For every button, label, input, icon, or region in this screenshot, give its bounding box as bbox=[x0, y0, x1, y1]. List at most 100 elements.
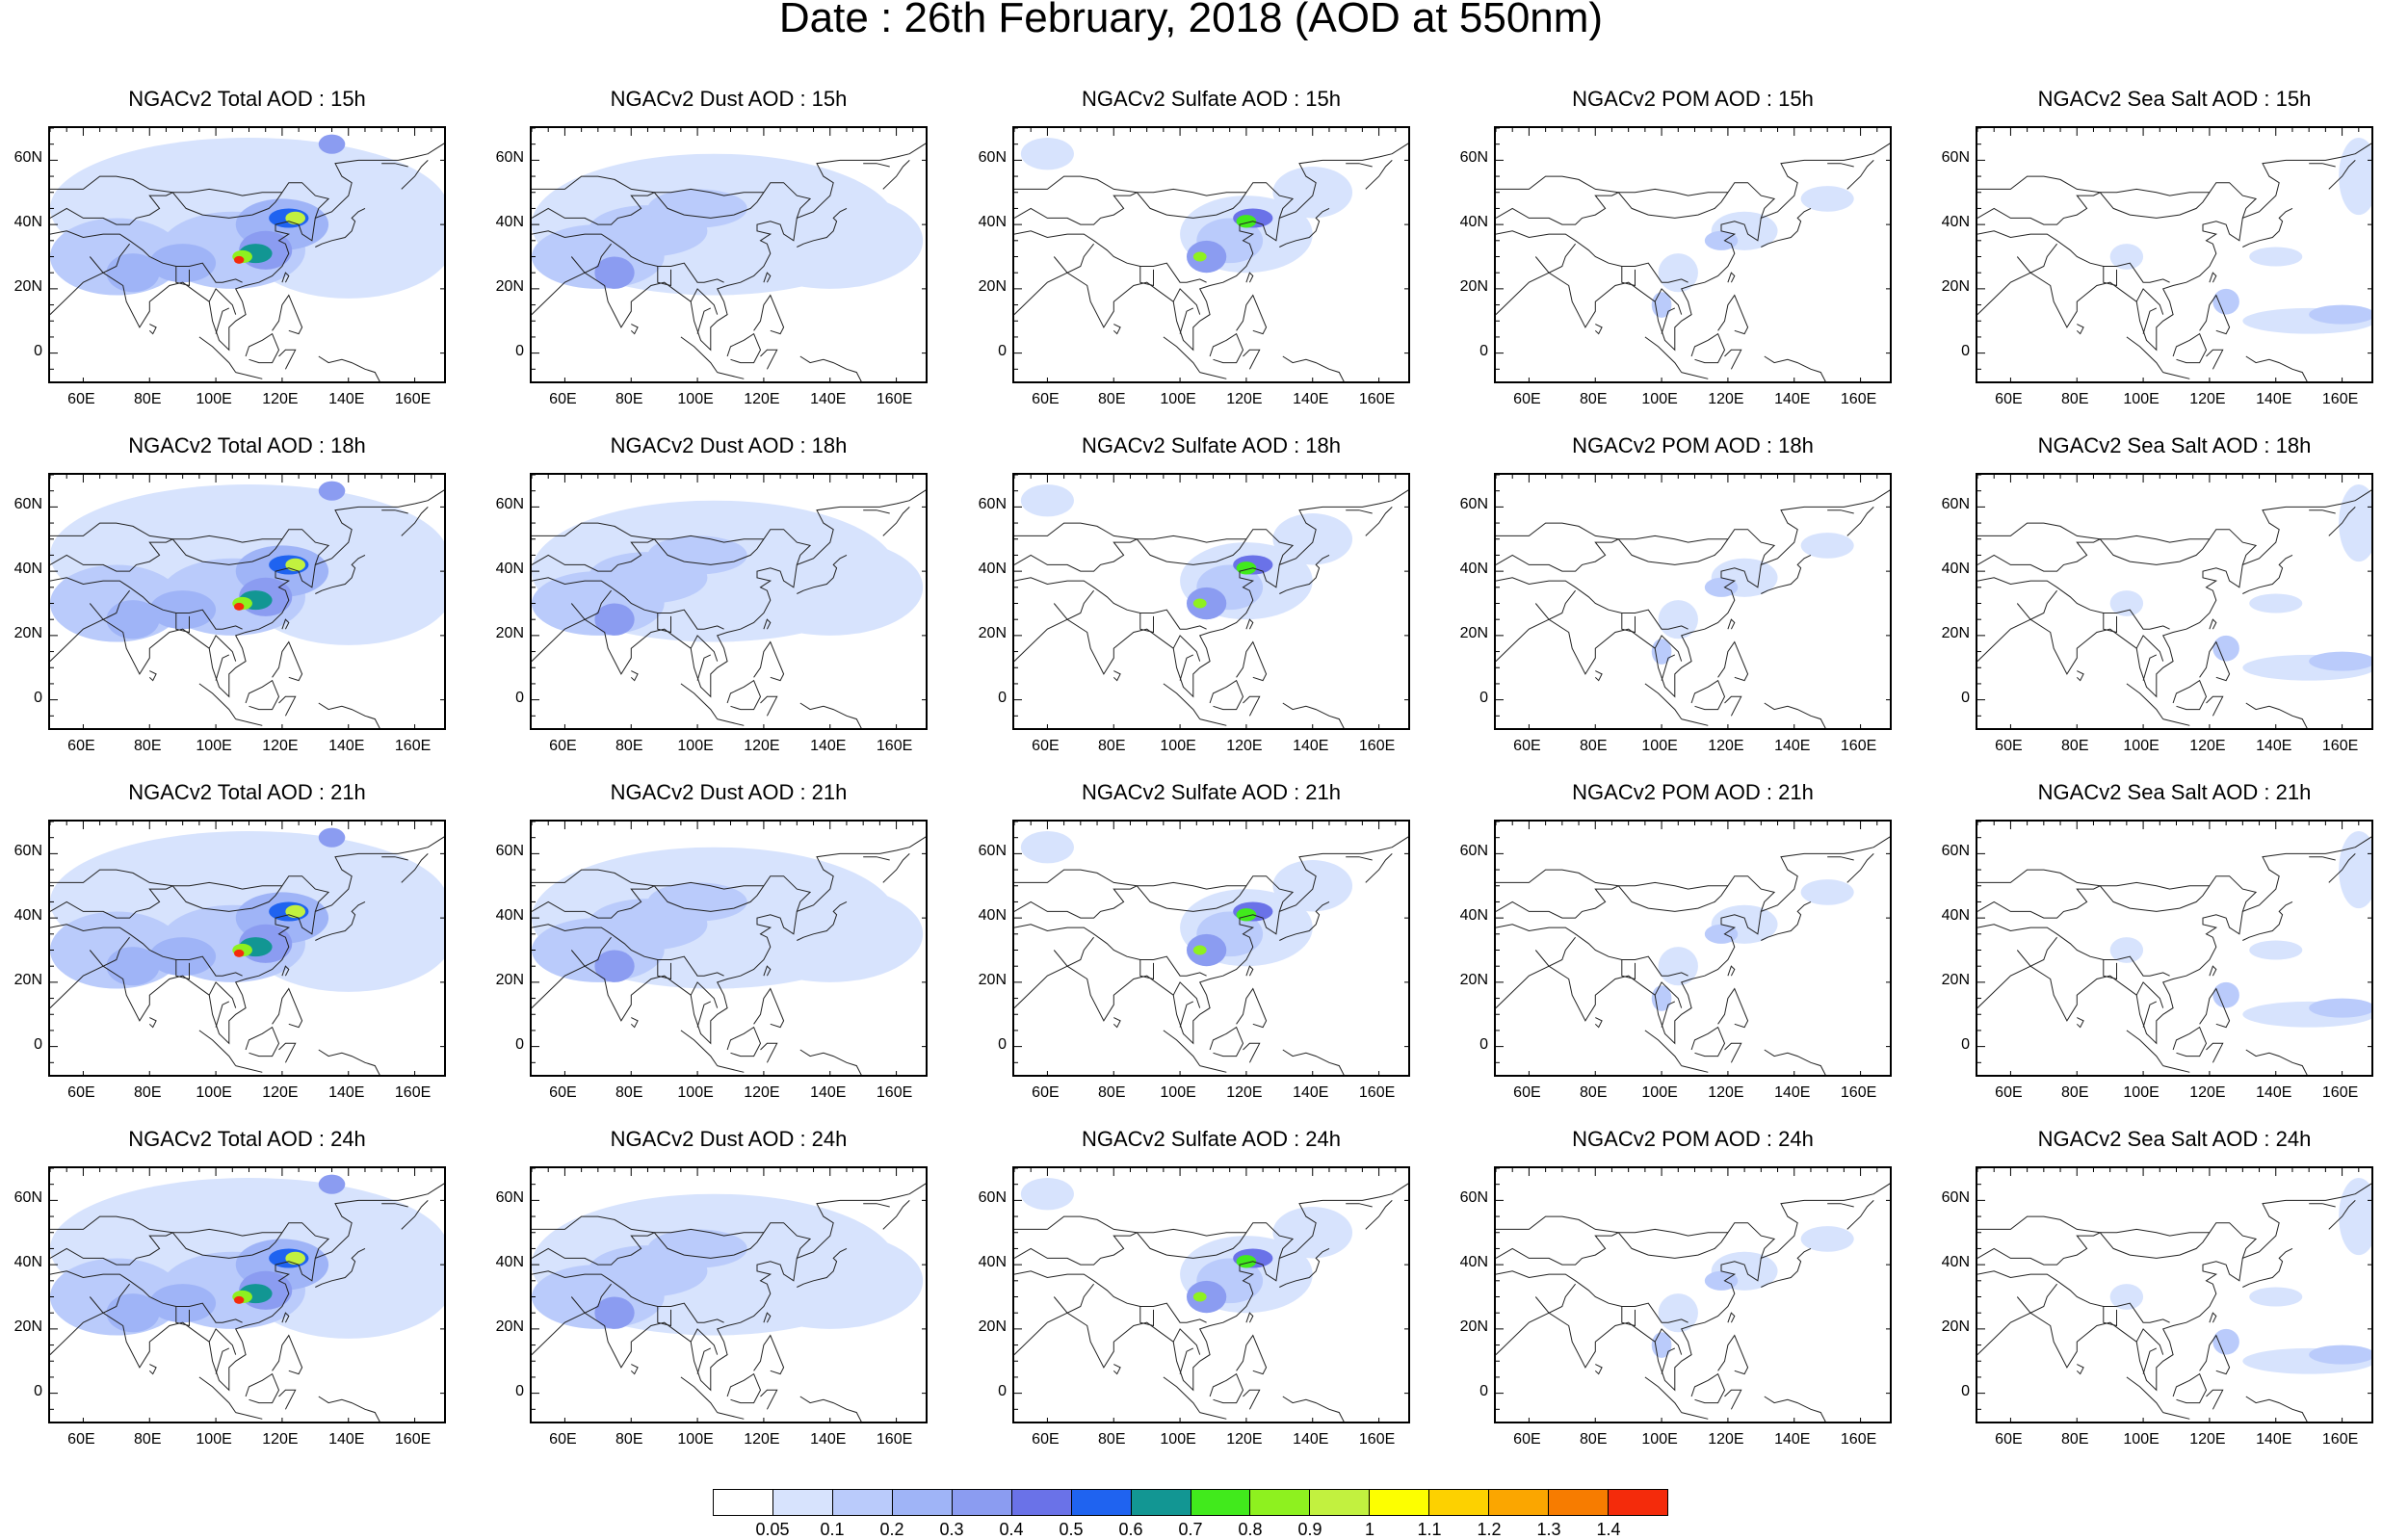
lon-tick-label: 140E bbox=[810, 391, 847, 407]
boundary-line bbox=[1179, 1347, 1194, 1374]
boundary-line bbox=[208, 635, 237, 662]
lon-tick-label: 60E bbox=[1995, 1084, 2023, 1101]
boundary-line bbox=[198, 336, 237, 373]
panel-title: NGACv2 Total AOD : 18h bbox=[128, 433, 366, 457]
boundary-line bbox=[1209, 1372, 1244, 1404]
boundary-line bbox=[315, 901, 366, 941]
colorbar-swatch bbox=[1250, 1490, 1311, 1515]
boundary-line bbox=[1977, 529, 2258, 572]
lon-tick-label: 60E bbox=[1995, 391, 2023, 407]
boundary-line bbox=[1594, 1017, 1603, 1029]
colorbar-swatch bbox=[892, 1490, 953, 1515]
lon-tick-label: 60E bbox=[1513, 738, 1541, 754]
boundary-line bbox=[2309, 856, 2336, 861]
boundary-line bbox=[245, 1026, 280, 1057]
boundary-line bbox=[690, 288, 719, 315]
aod-region bbox=[2109, 937, 2144, 963]
lat-tick-label: 0 bbox=[34, 1382, 42, 1399]
lon-tick-label: 80E bbox=[1098, 738, 1126, 754]
boundary-line bbox=[1496, 1222, 1776, 1266]
boundary-line bbox=[680, 683, 719, 719]
boundary-line bbox=[1717, 294, 1749, 335]
boundary-line bbox=[2206, 695, 2224, 717]
boundary-line bbox=[2076, 670, 2084, 682]
colorbar-tick-label: 0.4 bbox=[999, 1520, 1024, 1539]
boundary-line bbox=[2126, 1376, 2164, 1413]
boundary-line bbox=[717, 1065, 745, 1073]
boundary-line bbox=[1618, 1228, 1728, 1237]
boundary-line bbox=[1977, 1270, 2170, 1323]
boundary-line bbox=[281, 965, 290, 977]
aod-region bbox=[318, 134, 346, 154]
colorbar-swatch bbox=[1609, 1490, 1667, 1515]
lat-tick-label: 20N bbox=[978, 1318, 1007, 1335]
boundary-line bbox=[208, 1328, 237, 1355]
map-frame bbox=[1494, 473, 1892, 730]
boundary-line bbox=[680, 336, 719, 373]
coastlines bbox=[1496, 1183, 1890, 1422]
lon-tick-label: 120E bbox=[744, 1431, 780, 1448]
aod-region bbox=[1704, 924, 1739, 944]
panel-title: NGACv2 Sea Salt AOD : 24h bbox=[2037, 1127, 2312, 1151]
boundary-line bbox=[1282, 355, 1345, 381]
lon-tick-label: 80E bbox=[615, 1084, 643, 1101]
boundary-line bbox=[2100, 881, 2210, 890]
axis-ticks bbox=[532, 475, 926, 728]
boundary-line bbox=[763, 272, 772, 283]
panel-title: NGACv2 POM AOD : 21h bbox=[1572, 780, 1814, 804]
aod-region bbox=[149, 244, 217, 283]
boundary-line bbox=[2016, 589, 2057, 620]
aod-region bbox=[1800, 186, 1854, 212]
lon-tick-label: 160E bbox=[394, 1084, 432, 1101]
boundary-line bbox=[2242, 1247, 2293, 1288]
boundary-line bbox=[532, 522, 655, 540]
boundary-line bbox=[2328, 160, 2356, 190]
lon-tick-label: 100E bbox=[1160, 1431, 1196, 1448]
boundary-line bbox=[175, 266, 190, 287]
boundary-line bbox=[1243, 349, 1261, 370]
aod-region bbox=[318, 481, 346, 501]
boundary-line bbox=[198, 1376, 237, 1413]
aod-region bbox=[737, 1232, 924, 1329]
panel-title: NGACv2 Sulfate AOD : 24h bbox=[1081, 1127, 1342, 1151]
lon-tick-label: 60E bbox=[549, 1084, 577, 1101]
lon-tick-label: 140E bbox=[328, 391, 365, 407]
boundary-line bbox=[2135, 1328, 2164, 1355]
boundary-line bbox=[1209, 1026, 1244, 1057]
boundary-line bbox=[1245, 1312, 1254, 1323]
boundary-line bbox=[1727, 965, 1736, 977]
lon-tick-label: 160E bbox=[876, 391, 913, 407]
boundary-line bbox=[1496, 182, 1776, 225]
boundary-line bbox=[1496, 230, 1688, 283]
boundary-line bbox=[381, 1203, 408, 1208]
boundary-line bbox=[1014, 143, 1408, 352]
boundary-line bbox=[1179, 654, 1194, 681]
boundary-line bbox=[50, 869, 173, 887]
boundary-line bbox=[272, 294, 303, 335]
boundary-line bbox=[726, 332, 762, 364]
lat-tick-label: 60N bbox=[495, 1189, 524, 1207]
boundary-line bbox=[401, 507, 429, 536]
boundary-line bbox=[532, 1222, 812, 1266]
aod-map bbox=[1496, 1168, 1890, 1422]
boundary-line bbox=[690, 635, 719, 662]
lon-tick-label: 140E bbox=[1774, 738, 1811, 754]
boundary-line bbox=[753, 294, 785, 335]
lon-tick-label: 120E bbox=[744, 391, 780, 407]
boundary-line bbox=[1724, 695, 1742, 717]
lon-tick-label: 140E bbox=[1293, 738, 1329, 754]
colorbar-swatch bbox=[1131, 1490, 1191, 1515]
boundary-line bbox=[2206, 1389, 2224, 1410]
boundary-line bbox=[1496, 869, 1619, 887]
lon-tick-label: 100E bbox=[2123, 1431, 2160, 1448]
boundary-line bbox=[1014, 489, 1408, 698]
boundary-line bbox=[2016, 936, 2057, 967]
boundary-line bbox=[2142, 654, 2158, 681]
boundary-line bbox=[318, 355, 380, 381]
boundary-line bbox=[2142, 307, 2158, 334]
lon-tick-label: 120E bbox=[1708, 738, 1744, 754]
lon-tick-label: 120E bbox=[2189, 1431, 2226, 1448]
map-frame bbox=[1976, 473, 2373, 730]
boundary-line bbox=[1717, 1334, 1749, 1375]
boundary-line bbox=[1977, 182, 2258, 225]
